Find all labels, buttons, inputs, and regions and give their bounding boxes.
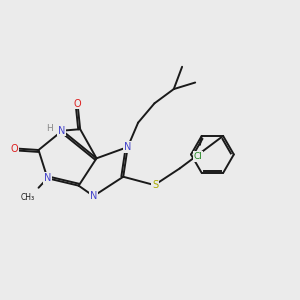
Text: N: N (58, 126, 65, 136)
Text: N: N (90, 191, 97, 201)
Text: Cl: Cl (194, 152, 203, 161)
Text: CH₃: CH₃ (21, 193, 35, 202)
Text: S: S (152, 180, 158, 190)
Text: O: O (11, 143, 19, 154)
Text: N: N (124, 142, 131, 152)
Text: O: O (74, 99, 82, 109)
Text: H: H (46, 124, 53, 133)
Text: N: N (44, 173, 51, 183)
